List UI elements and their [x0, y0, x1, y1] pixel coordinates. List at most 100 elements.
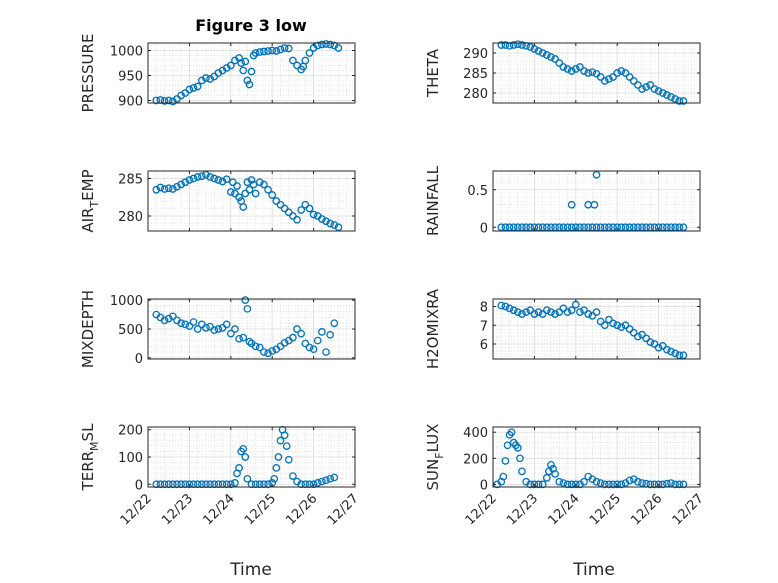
- data-point: [555, 477, 564, 486]
- data-point: [239, 333, 248, 342]
- axes-box: [492, 170, 701, 232]
- data-point: [499, 472, 508, 481]
- data-point: [233, 182, 241, 190]
- data-point: [193, 173, 202, 181]
- data-point: [243, 76, 252, 85]
- y-tick-label: 400: [463, 426, 488, 441]
- data-point: [547, 308, 555, 316]
- data-point: [580, 306, 588, 315]
- x-tick-label: 12/26: [283, 491, 320, 528]
- data-point: [559, 63, 568, 71]
- data-point: [634, 81, 642, 89]
- data-point: [301, 200, 310, 209]
- data-point: [197, 172, 206, 181]
- data-point: [646, 338, 655, 346]
- data-point: [260, 180, 268, 189]
- data-point: [297, 329, 306, 338]
- data-point: [563, 65, 572, 73]
- y-tick-label: 950: [118, 70, 143, 85]
- data-point: [621, 69, 630, 77]
- data-point: [650, 340, 659, 348]
- x-axis-label-right: Time: [572, 560, 615, 580]
- data-point: [193, 325, 202, 333]
- data-point: [590, 200, 599, 209]
- data-point: [241, 296, 250, 305]
- data-point: [621, 321, 630, 330]
- x-tick-label: 12/27: [325, 491, 362, 528]
- data-point: [679, 97, 688, 105]
- data-point: [588, 68, 597, 77]
- data-point: [534, 308, 543, 316]
- data-point: [588, 312, 597, 320]
- y-axis-label: PRESSURE: [79, 34, 97, 113]
- data-point: [330, 473, 339, 482]
- data-point: [245, 80, 254, 89]
- data-point: [231, 479, 239, 487]
- data-point: [584, 223, 593, 232]
- data-point: [284, 44, 293, 53]
- data-point: [567, 480, 576, 489]
- data-point: [210, 174, 219, 183]
- data-point: [313, 41, 322, 50]
- data-point: [280, 431, 289, 440]
- data-point: [268, 46, 277, 55]
- data-point: [282, 442, 291, 450]
- data-point: [284, 208, 293, 217]
- data-point: [518, 223, 526, 232]
- data-point: [241, 189, 250, 198]
- data-point: [305, 343, 314, 352]
- data-point: [571, 480, 580, 489]
- data-point: [605, 315, 613, 324]
- data-point: [239, 444, 248, 453]
- data-point: [274, 453, 283, 461]
- data-point: [600, 480, 609, 489]
- data-point: [330, 319, 339, 328]
- x-tick-label: 12/26: [628, 491, 665, 528]
- data-point: [181, 178, 190, 187]
- data-point: [322, 348, 330, 356]
- data-point: [243, 474, 252, 483]
- data-point: [313, 479, 322, 487]
- data-point: [663, 223, 671, 232]
- data-point: [168, 185, 177, 193]
- data-point: [280, 44, 289, 52]
- data-point: [181, 320, 190, 329]
- data-point: [276, 200, 285, 209]
- data-point: [231, 189, 239, 198]
- data-point: [226, 61, 235, 70]
- y-tick-label: 500: [118, 323, 143, 338]
- data-point: [309, 345, 318, 354]
- data-point: [497, 223, 506, 232]
- data-point: [654, 343, 663, 352]
- y-axis-label: SUNFLUX: [424, 424, 446, 491]
- data-point: [547, 223, 555, 232]
- data-point: [513, 444, 522, 452]
- data-point: [576, 63, 584, 71]
- data-point: [235, 193, 243, 202]
- data-point: [600, 321, 609, 330]
- data-point: [634, 332, 642, 341]
- data-point: [551, 223, 559, 232]
- data-point: [507, 428, 516, 437]
- data-point: [318, 477, 326, 486]
- data-point: [210, 326, 219, 335]
- plot-area: [493, 171, 700, 231]
- data-point: [293, 215, 301, 224]
- data-point: [280, 338, 289, 347]
- data-point: [272, 464, 281, 472]
- data-point: [334, 223, 343, 232]
- data-point: [551, 310, 559, 318]
- data-point: [505, 304, 514, 313]
- data-point: [251, 189, 260, 198]
- data-point: [526, 480, 535, 489]
- data-point: [193, 82, 202, 91]
- data-point: [237, 59, 245, 67]
- subplot-mixdepth: 0 500 1000 MIXDEPTH: [79, 290, 356, 368]
- data-point: [239, 66, 248, 75]
- data-point: [276, 45, 285, 54]
- data-point: [609, 319, 617, 328]
- data-point: [667, 347, 675, 356]
- data-point: [255, 343, 264, 352]
- data-point: [318, 215, 326, 223]
